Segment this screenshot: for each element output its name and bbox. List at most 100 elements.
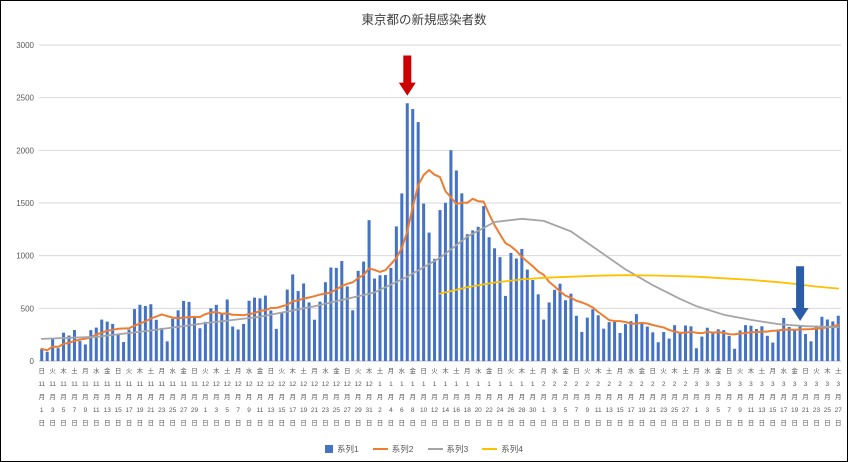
bar[interactable] xyxy=(733,348,737,361)
bar[interactable] xyxy=(754,328,758,361)
legend-item-系列3[interactable]: 系列3 xyxy=(427,443,468,455)
bar[interactable] xyxy=(656,342,660,361)
bar[interactable] xyxy=(487,237,491,361)
bar[interactable] xyxy=(138,304,142,361)
bar[interactable] xyxy=(253,297,257,361)
legend-item-系列1[interactable]: 系列1 xyxy=(325,443,359,455)
bar[interactable] xyxy=(509,252,513,361)
bar[interactable] xyxy=(623,324,627,361)
bar[interactable] xyxy=(711,331,715,361)
bar[interactable] xyxy=(111,323,115,361)
bar[interactable] xyxy=(809,341,813,361)
bar[interactable] xyxy=(345,286,349,361)
bar[interactable] xyxy=(302,283,306,361)
bar[interactable] xyxy=(94,327,98,361)
blue-down-arrow[interactable] xyxy=(791,266,809,321)
bar[interactable] xyxy=(514,258,518,361)
bar[interactable] xyxy=(460,193,464,361)
legend-item-系列4[interactable]: 系列4 xyxy=(482,443,523,455)
bar[interactable] xyxy=(51,338,55,361)
bar[interactable] xyxy=(258,298,262,361)
bar[interactable] xyxy=(520,248,524,361)
bar[interactable] xyxy=(356,270,360,361)
bar[interactable] xyxy=(498,257,502,361)
bar[interactable] xyxy=(383,275,387,361)
bar[interactable] xyxy=(334,267,338,361)
bar[interactable] xyxy=(269,310,273,361)
bar[interactable] xyxy=(836,315,840,361)
bar[interactable] xyxy=(329,267,333,361)
bar[interactable] xyxy=(634,314,638,361)
bar[interactable] xyxy=(476,226,480,361)
bar[interactable] xyxy=(574,315,578,361)
bar[interactable] xyxy=(116,334,120,361)
bar[interactable] xyxy=(198,328,202,361)
bar[interactable] xyxy=(716,329,720,361)
bar[interactable] xyxy=(662,332,666,361)
bar[interactable] xyxy=(182,300,186,361)
bar[interactable] xyxy=(793,329,797,361)
bar[interactable] xyxy=(132,309,136,361)
bar[interactable] xyxy=(280,312,284,361)
bar[interactable] xyxy=(220,313,224,361)
bar[interactable] xyxy=(192,316,196,361)
bar[interactable] xyxy=(449,150,453,361)
bar[interactable] xyxy=(591,309,595,361)
bar[interactable] xyxy=(209,308,213,361)
bar[interactable] xyxy=(165,341,169,361)
bar[interactable] xyxy=(553,289,557,361)
bar[interactable] xyxy=(804,334,808,361)
bar[interactable] xyxy=(700,336,704,361)
bar[interactable] xyxy=(465,234,469,361)
bar[interactable] xyxy=(242,323,246,361)
bar[interactable] xyxy=(596,315,600,361)
bar[interactable] xyxy=(378,275,382,361)
bar[interactable] xyxy=(318,301,322,361)
bar[interactable] xyxy=(433,258,437,361)
bar[interactable] xyxy=(187,301,191,361)
bar[interactable] xyxy=(225,299,229,361)
bar[interactable] xyxy=(296,291,300,361)
bar[interactable] xyxy=(78,341,82,361)
bar[interactable] xyxy=(154,319,158,361)
bar[interactable] xyxy=(744,325,748,361)
bar[interactable] xyxy=(83,344,87,361)
bar[interactable] xyxy=(171,318,175,361)
bar[interactable] xyxy=(67,335,71,361)
bar[interactable] xyxy=(236,329,240,361)
bar[interactable] xyxy=(143,306,147,361)
bar[interactable] xyxy=(127,329,131,361)
bar[interactable] xyxy=(722,330,726,361)
bar[interactable] xyxy=(618,332,622,361)
bar[interactable] xyxy=(122,342,126,361)
bar[interactable] xyxy=(569,293,573,361)
bar[interactable] xyxy=(362,261,366,361)
bar[interactable] xyxy=(602,328,606,361)
bar[interactable] xyxy=(105,321,109,361)
bar[interactable] xyxy=(776,329,780,361)
bar[interactable] xyxy=(400,193,404,361)
bar[interactable] xyxy=(814,325,818,361)
bar[interactable] xyxy=(247,300,251,361)
line-系列2[interactable] xyxy=(40,169,840,352)
bar[interactable] xyxy=(689,326,693,361)
bar[interactable] xyxy=(340,261,344,361)
bar[interactable] xyxy=(427,232,431,361)
bar[interactable] xyxy=(323,282,327,361)
bar[interactable] xyxy=(231,326,235,361)
bar[interactable] xyxy=(313,319,317,361)
bar[interactable] xyxy=(503,295,507,361)
bar[interactable] xyxy=(493,248,497,361)
legend-item-系列2[interactable]: 系列2 xyxy=(372,443,414,455)
bar[interactable] xyxy=(89,330,93,361)
bar[interactable] xyxy=(673,325,677,361)
bar[interactable] xyxy=(149,304,153,361)
bar[interactable] xyxy=(176,310,180,361)
bar[interactable] xyxy=(471,230,475,361)
bars-series1[interactable] xyxy=(40,103,840,362)
bar[interactable] xyxy=(705,327,709,361)
bar[interactable] xyxy=(438,210,442,361)
bar[interactable] xyxy=(45,351,49,361)
bar[interactable] xyxy=(771,342,775,361)
bar[interactable] xyxy=(820,316,824,361)
